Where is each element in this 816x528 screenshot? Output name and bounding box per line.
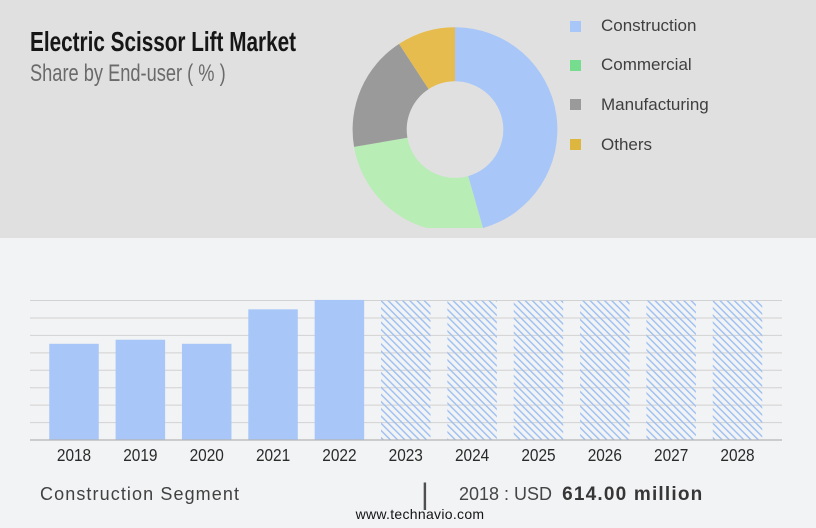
legend-swatch-commercial [570, 59, 581, 71]
legend-swatch-manufacturing [570, 99, 581, 110]
forecast-bar-2028 [712, 300, 763, 440]
segment-label: Construction Segment [40, 484, 241, 504]
chart-section: 2018 2019 2020 2021 2022 2023 2024 2025 2026 2027… [0, 238, 816, 528]
x-axis-label-2024: 2024 [455, 446, 489, 465]
bar-2020 [181, 343, 232, 440]
caption-row: Construction Segment | 2018 : USD 614.00… [0, 478, 816, 511]
bar-2021 [248, 309, 298, 440]
legend-swatch-others [570, 139, 581, 150]
x-axis-label-2026: 2026 [588, 446, 622, 465]
caption-value-bold: 614.00 million [562, 484, 704, 505]
donut-segment-manufacturing [352, 43, 429, 147]
x-axis-label-2018: 2018 [57, 446, 91, 465]
forecast-bar-2023 [381, 300, 431, 440]
legend-label-construction: Construction [601, 16, 697, 35]
forecast-bar-2025 [513, 300, 564, 440]
x-axis-label-2020: 2020 [190, 446, 224, 465]
x-axis-label-2025: 2025 [521, 446, 555, 465]
legend-item-others: Others [570, 134, 653, 154]
donut-segment-construction [455, 27, 558, 228]
bar-2022 [314, 299, 365, 440]
legend-item-construction: Construction [570, 16, 697, 35]
forecast-bar-2026 [580, 300, 630, 440]
legend-label-manufacturing: Manufacturing [601, 94, 709, 114]
page-title: Electric Scissor Lift Market [30, 26, 297, 57]
header-section: Electric Scissor Lift Market Share by En… [0, 0, 816, 238]
caption-value: 2018 : USD 614.00 million [459, 484, 703, 506]
bar-chart: 2018 2019 2020 2021 2022 2023 2024 2025 2026 2027… [30, 299, 782, 465]
legend-swatch-construction [570, 20, 581, 32]
x-axis-label-2023: 2023 [389, 446, 423, 465]
x-axis-label-2028: 2028 [720, 446, 754, 465]
x-axis-label-2021: 2021 [256, 446, 290, 465]
donut-segment-others [399, 27, 455, 90]
website-link[interactable]: www.technavio.com [355, 506, 485, 522]
x-axis-label-2022: 2022 [322, 446, 356, 465]
forecast-bar-2024 [447, 300, 497, 440]
donut-chart [352, 27, 558, 228]
forecast-bar-2027 [646, 300, 696, 440]
legend-item-commercial: Commercial [570, 55, 692, 74]
legend-label-others: Others [601, 134, 653, 154]
caption-separator: | [421, 478, 429, 511]
legend-item-manufacturing: Manufacturing [570, 94, 709, 114]
donut-segment-commercial [354, 137, 483, 228]
page-subtitle: Share by End-user ( % ) [30, 60, 226, 87]
caption-value-prefix: 2018 : USD [459, 484, 558, 504]
x-axis-label-2019: 2019 [123, 446, 157, 465]
bar-2019 [115, 339, 166, 440]
legend-label-commercial: Commercial [601, 55, 692, 74]
x-axis-label-2027: 2027 [654, 446, 688, 465]
bar-2018 [49, 343, 99, 440]
